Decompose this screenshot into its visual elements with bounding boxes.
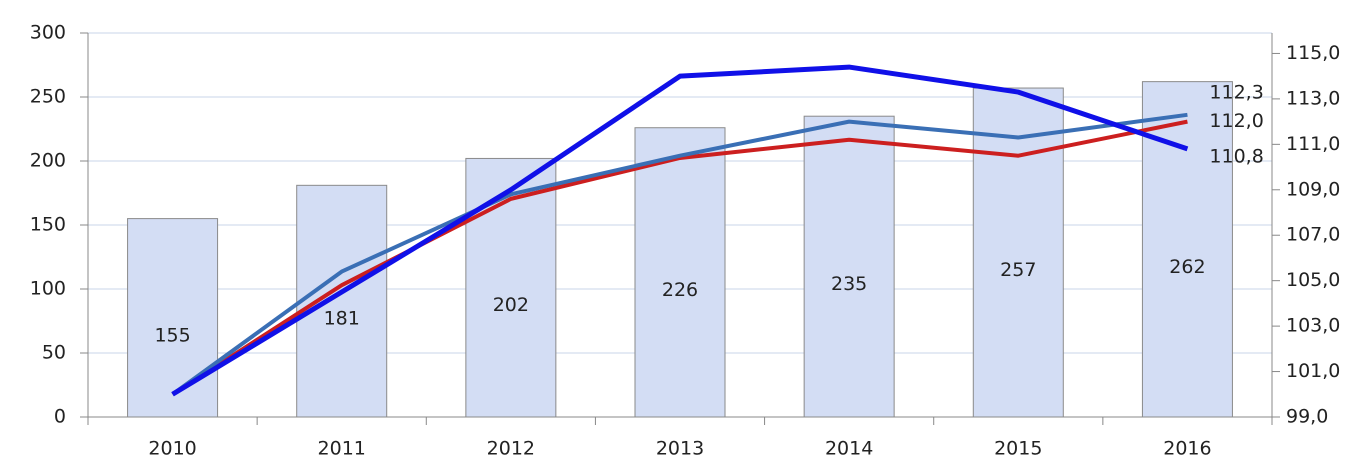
bar-value-label: 181 xyxy=(324,308,360,330)
x-tick-label: 2013 xyxy=(656,438,704,460)
bar xyxy=(127,218,219,418)
bar xyxy=(972,87,1064,418)
y2-tick-label: 105,0 xyxy=(1286,269,1340,291)
y-tick-label: 100 xyxy=(30,278,66,300)
x-tick-label: 2016 xyxy=(1163,438,1211,460)
y-tick-label: 300 xyxy=(30,22,66,44)
bar xyxy=(296,184,388,418)
line-series xyxy=(171,64,1189,397)
line-series xyxy=(171,112,1188,396)
y2-tick-label: 109,0 xyxy=(1286,178,1340,200)
bar-value-label: 235 xyxy=(831,273,867,295)
x-tick-label: 2010 xyxy=(148,438,196,460)
bar-value-label: 226 xyxy=(662,279,698,301)
bar xyxy=(634,127,726,418)
y2-tick-label: 101,0 xyxy=(1286,360,1340,382)
line-value-label: 112,3 xyxy=(1209,81,1263,103)
line-value-label: 112,0 xyxy=(1209,110,1263,132)
y2-tick-label: 107,0 xyxy=(1286,224,1340,246)
bar-value-label: 202 xyxy=(493,294,529,316)
x-tick-label: 2011 xyxy=(318,438,366,460)
y2-tick-label: 103,0 xyxy=(1286,315,1340,337)
y-tick-label: 0 xyxy=(54,406,66,428)
y2-tick-label: 99,0 xyxy=(1286,406,1328,428)
y2-tick-label: 111,0 xyxy=(1286,133,1340,155)
line-value-label: 110,8 xyxy=(1209,145,1263,167)
bar xyxy=(465,157,557,418)
line-series xyxy=(171,119,1188,396)
x-tick-label: 2014 xyxy=(825,438,873,460)
bar-value-label: 262 xyxy=(1169,256,1205,278)
y-tick-label: 200 xyxy=(30,150,66,172)
bar-value-label: 257 xyxy=(1000,259,1036,281)
y-tick-label: 250 xyxy=(30,86,66,108)
x-tick-label: 2012 xyxy=(487,438,535,460)
y-tick-label: 50 xyxy=(42,342,66,364)
y-tick-label: 150 xyxy=(30,214,66,236)
y2-tick-label: 113,0 xyxy=(1286,87,1340,109)
bar xyxy=(803,115,895,418)
y2-tick-label: 115,0 xyxy=(1286,42,1340,64)
x-tick-label: 2015 xyxy=(994,438,1042,460)
bar-value-label: 155 xyxy=(154,324,190,346)
